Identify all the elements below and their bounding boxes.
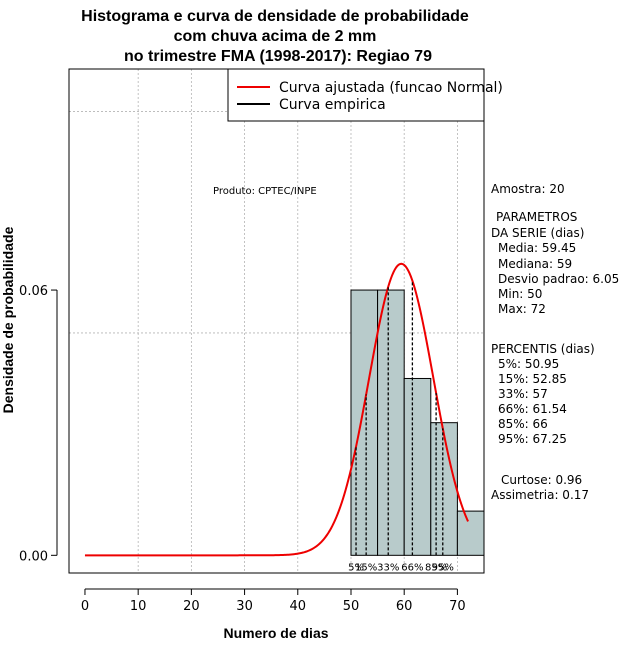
x-tick-label: 50: [343, 599, 360, 614]
percentile-label: 33%: [377, 562, 399, 573]
y-tick-label: 0.06: [19, 284, 48, 299]
stat-parametros-subheader: DA SERIE (dias): [491, 226, 584, 240]
stat-min: Min: 50: [498, 287, 542, 301]
stat-parametros-header: PARAMETROS: [496, 210, 577, 224]
x-tick-label: 70: [449, 599, 466, 614]
stat-p95: 95%: 67.25: [498, 432, 567, 446]
stat-mediana: Mediana: 59: [498, 257, 572, 271]
stat-amostra: Amostra: 20: [491, 182, 565, 196]
x-tick-label: 60: [396, 599, 413, 614]
histogram-bar: [403, 377, 432, 556]
x-axis-title: Numero de dias: [223, 625, 328, 641]
x-tick-label: 40: [290, 599, 307, 614]
percentile-label: 66%: [401, 562, 423, 573]
produto-annotation: Produto: CPTEC/INPE: [213, 186, 317, 197]
histogram-bar: [377, 289, 405, 556]
stat-p33: 33%: 57: [498, 387, 548, 401]
stat-max: Max: 72: [498, 302, 546, 316]
x-tick-label: 30: [236, 599, 253, 614]
x-tick-label: 10: [130, 599, 147, 614]
percentile-label: 95%: [432, 562, 454, 573]
percentile-label: 5%: [348, 562, 364, 573]
percentile-label: 85%: [425, 562, 447, 573]
histogram-bar: [456, 510, 485, 556]
y-axis-title: Densidade de probabilidade: [0, 226, 16, 413]
percentile-label: 15%: [355, 562, 377, 573]
legend-label-empirical: Curva empirica: [279, 97, 386, 113]
legend: Curva ajustada (funcao Normal) Curva emp…: [227, 68, 503, 122]
stat-p85: 85%: 66: [498, 417, 548, 431]
chart-title-line-1: Histograma e curva de densidade de proba…: [81, 8, 469, 25]
stat-p15: 15%: 52.85: [498, 372, 567, 386]
legend-box: [227, 68, 485, 122]
plot-area: 5%15% 33% 66% 85%95%: [69, 69, 485, 573]
chart-title-line-3: no trimestre FMA (1998-2017): Regiao 79: [124, 48, 432, 65]
stat-desvio: Desvio padrao: 6.05: [498, 272, 619, 286]
histogram-bar: [350, 289, 379, 556]
x-tick-label: 0: [81, 599, 89, 614]
stat-p66: 66%: 61.54: [498, 402, 567, 416]
y-tick-label: 0.00: [19, 549, 48, 564]
stat-media: Media: 59.45: [498, 241, 576, 255]
stat-assimetria: Assimetria: 0.17: [491, 488, 589, 502]
stat-percentis-header: PERCENTIS (dias): [491, 342, 595, 356]
x-tick-label: 20: [183, 599, 200, 614]
legend-label-normal: Curva ajustada (funcao Normal): [279, 80, 503, 96]
side-statistics: Amostra: 20 PARAMETROS DA SERIE (dias) M…: [491, 182, 619, 502]
chart-title-line-2: com chuva acima de 2 mm: [174, 28, 377, 45]
stat-p5: 5%: 50.95: [498, 357, 559, 371]
histogram-bar: [430, 422, 458, 556]
normal-curve-line: [84, 262, 469, 557]
stat-curtose: Curtose: 0.96: [501, 473, 582, 487]
